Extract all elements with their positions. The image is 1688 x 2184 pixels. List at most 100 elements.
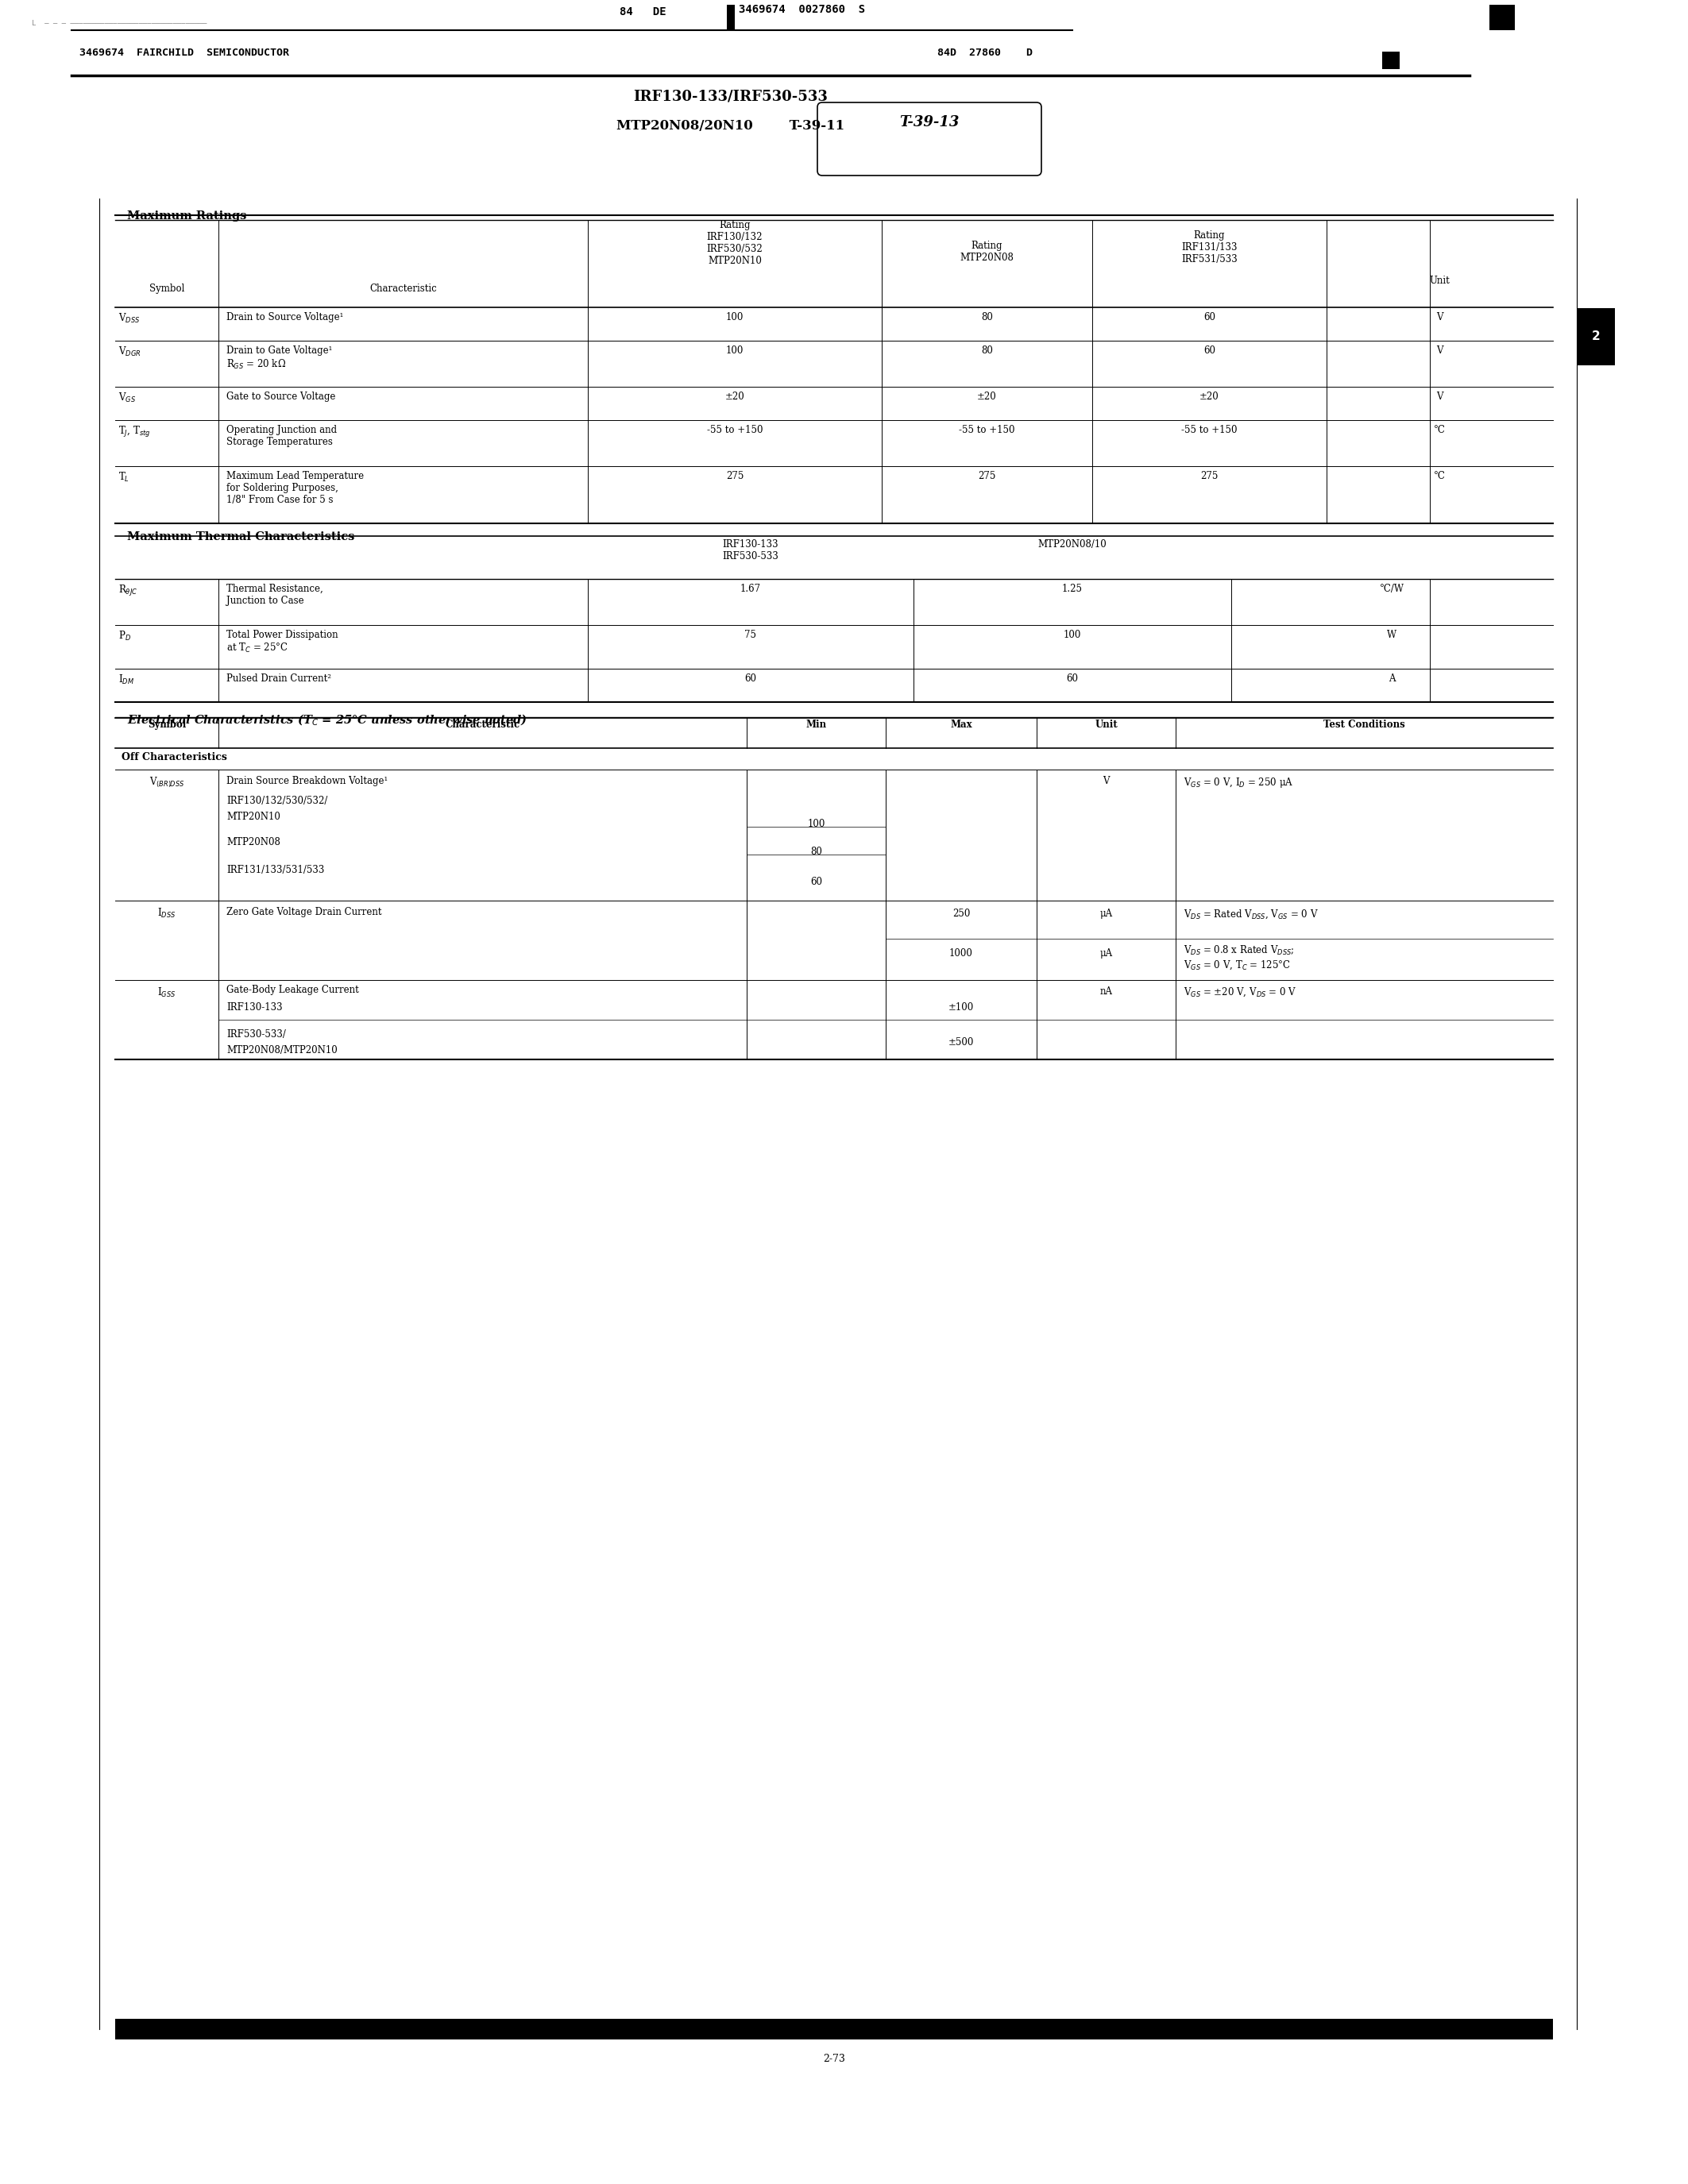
Bar [1577,308,1615,365]
Text: Unit: Unit [1096,719,1117,729]
Text: 250: 250 [952,909,971,919]
Text: 80: 80 [981,312,993,323]
Text: 80: 80 [981,345,993,356]
Text: Max: Max [950,719,972,729]
Text: -55 to +150: -55 to +150 [707,426,763,435]
Text: V$_{GS}$ = 0 V, I$_D$ = 250 μA: V$_{GS}$ = 0 V, I$_D$ = 250 μA [1183,775,1293,788]
Text: ±20: ±20 [724,391,744,402]
Text: 60: 60 [1067,673,1079,684]
Text: 1.25: 1.25 [1062,583,1082,594]
Text: Drain Source Breakdown Voltage¹: Drain Source Breakdown Voltage¹ [226,775,388,786]
Text: ±20: ±20 [1200,391,1219,402]
Text: W: W [1388,629,1398,640]
Text: V$_{GS}$: V$_{GS}$ [118,391,135,404]
Text: Drain to Gate Voltage¹
R$_{GS}$ = 20 kΩ: Drain to Gate Voltage¹ R$_{GS}$ = 20 kΩ [226,345,333,371]
Text: Thermal Resistance,
Junction to Case: Thermal Resistance, Junction to Case [226,583,322,605]
FancyBboxPatch shape [817,103,1041,175]
Text: Gate-Body Leakage Current: Gate-Body Leakage Current [226,985,360,996]
Text: V$_{DS}$ = Rated V$_{DSS}$, V$_{GS}$ = 0 V: V$_{DS}$ = Rated V$_{DSS}$, V$_{GS}$ = 0… [1183,909,1318,922]
Text: Pulsed Drain Current²: Pulsed Drain Current² [226,673,331,684]
Text: 275: 275 [1200,472,1219,480]
Text: IRF130-133/IRF530-533: IRF130-133/IRF530-533 [633,90,829,103]
Bar [115,2018,1553,2040]
Text: Maximum Lead Temperature
for Soldering Purposes,
1/8" From Case for 5 s: Maximum Lead Temperature for Soldering P… [226,472,365,505]
Bar [728,4,734,31]
Text: 3469674  0027860  S: 3469674 0027860 S [739,4,866,15]
Text: 275: 275 [726,472,744,480]
Text: °C: °C [1433,426,1445,435]
Text: I$_{DM}$: I$_{DM}$ [118,673,135,686]
Text: V: V [1102,775,1109,786]
Text: Symbol: Symbol [147,719,186,729]
Text: 100: 100 [807,819,825,830]
Text: 100: 100 [726,312,744,323]
Text: T$_L$: T$_L$ [118,472,130,483]
Text: Characteristic: Characteristic [370,284,437,295]
Text: ±100: ±100 [949,1002,974,1013]
Text: V$_{DGR}$: V$_{DGR}$ [118,345,140,358]
Bar [1489,4,1514,31]
Text: Zero Gate Voltage Drain Current: Zero Gate Voltage Drain Current [226,906,381,917]
Text: -55 to +150: -55 to +150 [1182,426,1237,435]
Text: IRF530-533/: IRF530-533/ [226,1029,285,1040]
Text: μA: μA [1101,909,1112,919]
Text: Characteristic: Characteristic [446,719,520,729]
Bar [1382,52,1399,70]
Text: °C: °C [1433,472,1445,480]
Text: Maximum Thermal Characteristics: Maximum Thermal Characteristics [127,531,354,542]
Text: 84D  27860    D: 84D 27860 D [937,48,1033,59]
Text: Operating Junction and
Storage Temperatures: Operating Junction and Storage Temperatu… [226,426,338,448]
Text: Maximum Ratings: Maximum Ratings [127,210,246,221]
Text: IRF130/132/530/532/: IRF130/132/530/532/ [226,795,327,806]
Text: Min: Min [805,719,827,729]
Text: V: V [1436,345,1443,356]
Text: 275: 275 [977,472,996,480]
Text: I$_{DSS}$: I$_{DSS}$ [157,906,176,919]
Text: Rating
IRF131/133
IRF531/533: Rating IRF131/133 IRF531/533 [1182,229,1237,264]
Text: R$_{\theta JC}$: R$_{\theta JC}$ [118,583,137,598]
Text: A: A [1389,673,1396,684]
Text: Gate to Source Voltage: Gate to Source Voltage [226,391,336,402]
Text: V: V [1436,312,1443,323]
Text: 75: 75 [744,629,756,640]
Text: MTP20N08/MTP20N10: MTP20N08/MTP20N10 [226,1046,338,1055]
Text: IRF131/133/531/533: IRF131/133/531/533 [226,865,324,876]
Text: 84   DE: 84 DE [619,7,667,17]
Text: IRF130-133
IRF530-533: IRF130-133 IRF530-533 [722,539,778,561]
Text: Test Conditions: Test Conditions [1323,719,1404,729]
Text: I$_{GSS}$: I$_{GSS}$ [157,987,176,998]
Text: MTP20N08: MTP20N08 [226,836,280,847]
Text: 1000: 1000 [949,948,972,959]
Text: Electrical Characteristics (T$_C$ = 25°C unless otherwise noted): Electrical Characteristics (T$_C$ = 25°C… [127,714,527,727]
Text: L  — — — ————————————————————————————————: L — — — ———————————————————————————————— [32,20,208,26]
Text: 60: 60 [1204,312,1215,323]
Text: 3469674  FAIRCHILD  SEMICONDUCTOR: 3469674 FAIRCHILD SEMICONDUCTOR [79,48,289,59]
Text: 60: 60 [810,876,822,887]
Text: Symbol: Symbol [149,284,184,295]
Text: Unit: Unit [1430,275,1450,286]
Text: ±500: ±500 [949,1037,974,1048]
Text: -55 to +150: -55 to +150 [959,426,1014,435]
Text: Rating
MTP20N08: Rating MTP20N08 [960,240,1014,262]
Text: MTP20N08/20N10        T-39-11: MTP20N08/20N10 T-39-11 [616,120,846,133]
Text: MTP20N08/10: MTP20N08/10 [1038,539,1107,550]
Text: μA: μA [1101,948,1112,959]
Text: nA: nA [1101,987,1112,996]
Text: P$_D$: P$_D$ [118,629,132,642]
Text: 1.67: 1.67 [741,583,761,594]
Text: 60: 60 [1204,345,1215,356]
Text: Drain to Source Voltage¹: Drain to Source Voltage¹ [226,312,343,323]
Text: T-39-13: T-39-13 [900,116,959,129]
Text: 100: 100 [1063,629,1082,640]
Text: 60: 60 [744,673,756,684]
Text: 2-73: 2-73 [824,2053,846,2064]
Text: 2: 2 [1592,330,1600,343]
Text: Total Power Dissipation
at T$_C$ = 25°C: Total Power Dissipation at T$_C$ = 25°C [226,629,338,655]
Text: IRF130-133: IRF130-133 [226,1002,282,1013]
Text: T$_J$, T$_{stg}$: T$_J$, T$_{stg}$ [118,426,150,439]
Text: 80: 80 [810,847,822,856]
Text: MTP20N10: MTP20N10 [226,812,280,821]
Text: ±20: ±20 [977,391,998,402]
Text: °C/W: °C/W [1379,583,1404,594]
Text: 100: 100 [726,345,744,356]
